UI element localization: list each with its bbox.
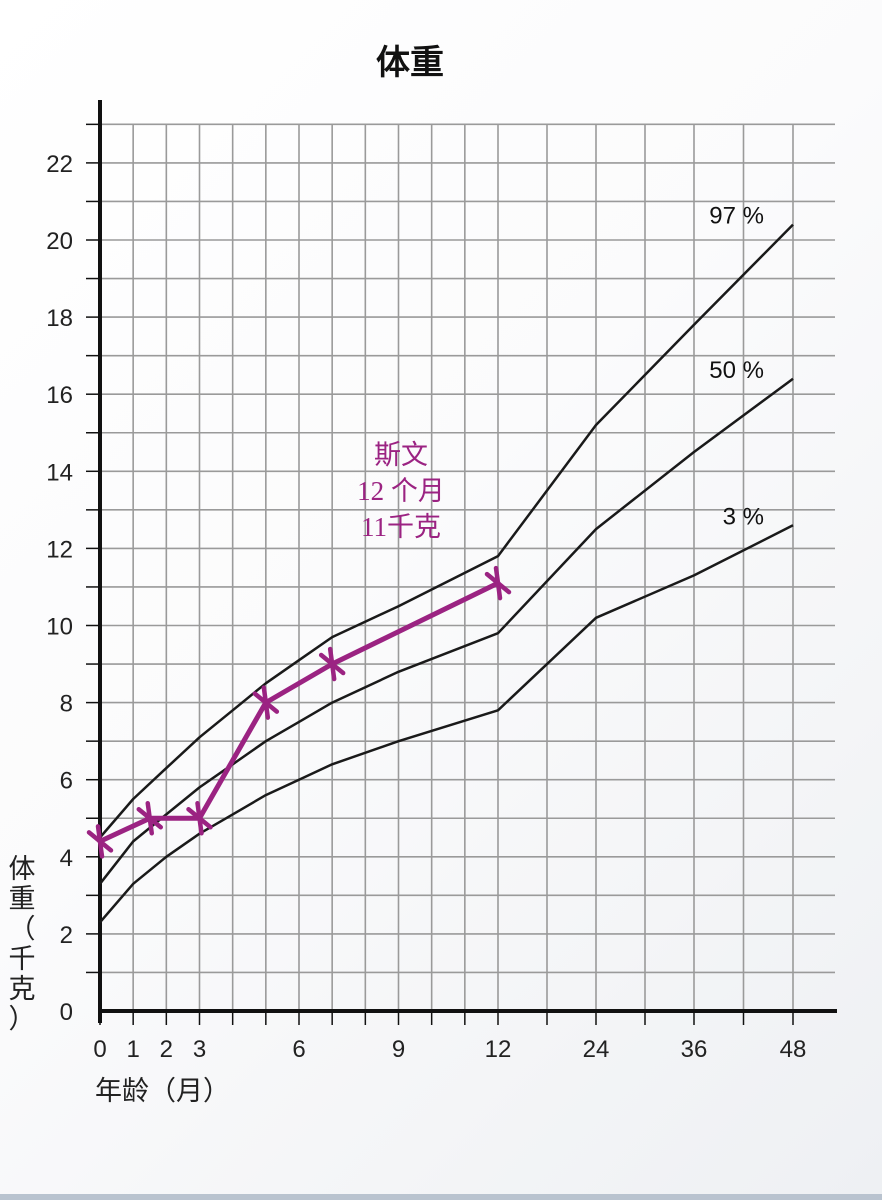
x-tick-label: 1	[126, 1036, 139, 1063]
y-tick-label: 12	[46, 536, 73, 563]
y-tick-label: 20	[46, 228, 73, 255]
x-tick-label: 48	[780, 1036, 807, 1063]
percentile-label: 3 %	[723, 503, 764, 530]
marker-stroke	[145, 801, 154, 836]
cross-marker	[252, 685, 280, 720]
y-tick-label: 16	[46, 382, 73, 409]
chart-title: 体重	[376, 44, 444, 82]
marker-stroke	[493, 565, 503, 601]
cross-marker	[484, 565, 512, 601]
cross-marker	[318, 646, 346, 682]
bottom-band	[0, 1194, 882, 1200]
x-tick-label: 36	[681, 1036, 708, 1063]
x-tick-label: 9	[392, 1036, 405, 1063]
child-weight-line	[97, 580, 501, 844]
x-tick-label: 24	[583, 1036, 610, 1063]
annotation-line: 11千克	[361, 512, 441, 542]
x-tick-label: 3	[193, 1036, 206, 1063]
percentile-label: 97 %	[709, 203, 764, 230]
x-tick-label: 12	[485, 1036, 512, 1063]
y-tick-label: 4	[60, 845, 73, 872]
cross-marker	[86, 824, 114, 859]
annotation-line: 斯文	[374, 440, 428, 470]
cross-marker	[186, 801, 213, 836]
percentile-50-line	[99, 377, 794, 885]
y-tick-label: 2	[60, 922, 73, 949]
cross-marker	[136, 801, 163, 836]
marker-stroke	[95, 824, 105, 859]
x-tick-label: 2	[160, 1036, 173, 1063]
x-tick-label: 0	[93, 1036, 106, 1063]
x-tick-label: 6	[292, 1036, 305, 1063]
labels: 年龄（月） 体重（千克） 97 % 50 % 3 % 斯文 12 个月 11千克	[9, 203, 765, 1106]
y-tick-label: 22	[46, 151, 73, 178]
annotation-line: 12 个月	[357, 476, 445, 506]
y-tick-label: 14	[46, 459, 73, 486]
y-axis-label: 体重（千克）	[9, 854, 36, 1034]
y-tick-label: 6	[60, 768, 73, 795]
y-tick-label: 18	[46, 305, 73, 332]
marker-stroke	[327, 646, 337, 682]
x-axis-label: 年龄（月）	[95, 1076, 230, 1106]
percentile-97-line	[99, 223, 794, 839]
percentile-label: 50 %	[709, 357, 764, 384]
y-tick-label: 8	[60, 691, 73, 718]
y-tick-label: 0	[60, 999, 73, 1026]
percentile-3-line	[99, 524, 794, 924]
grid	[100, 123, 835, 1011]
series-layer	[86, 223, 794, 924]
marker-stroke	[195, 801, 204, 836]
y-tick-label: 10	[46, 614, 73, 641]
marker-stroke	[261, 685, 271, 720]
